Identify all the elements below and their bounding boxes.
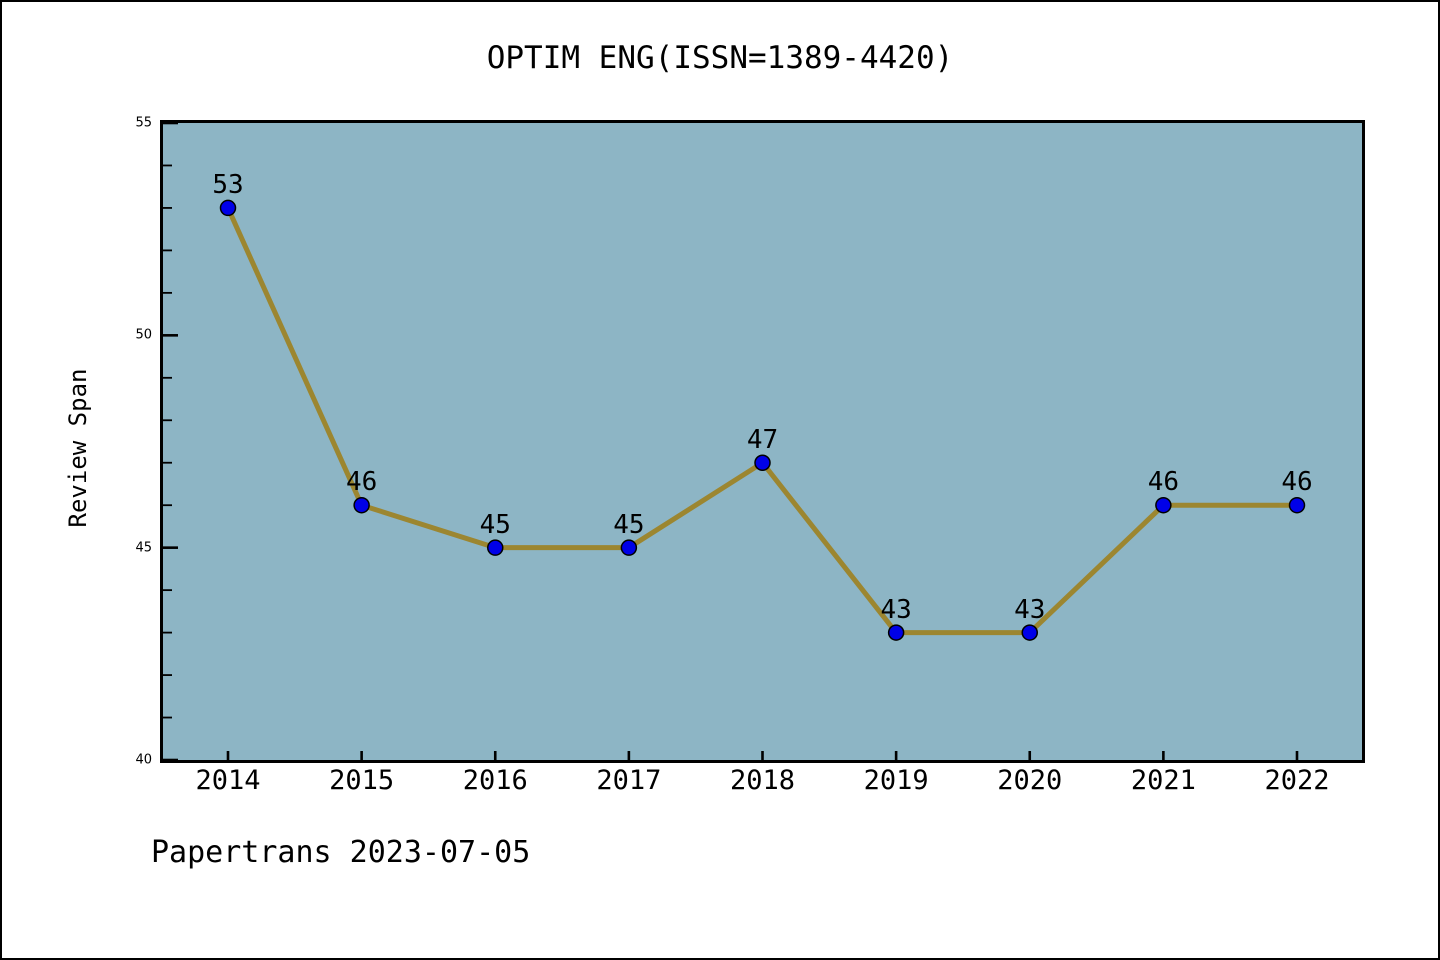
chart-title: OPTIM ENG(ISSN=1389-4420) [486, 40, 954, 76]
data-point [754, 454, 771, 471]
data-point [219, 199, 237, 217]
y-tick-label: 50 [135, 327, 152, 343]
point-value-label: 43 [880, 594, 912, 625]
data-point [1155, 496, 1172, 514]
watermark-text: Papertrans 2023-07-05 [151, 835, 531, 870]
point-value-label: 45 [479, 509, 511, 540]
point-value-label: 46 [1281, 467, 1313, 498]
point-value-label: 43 [1014, 594, 1046, 625]
data-point [1288, 496, 1306, 514]
point-value-label: 53 [212, 169, 244, 200]
x-tick-label: 2014 [195, 765, 261, 796]
data-point [353, 496, 370, 514]
y-axis-label: Review Span [64, 368, 92, 528]
point-value-label: 45 [613, 509, 645, 540]
point-value-label: 47 [746, 424, 779, 455]
x-tick-label: 2015 [329, 765, 395, 796]
plot-area: 53 46 45 45 47 43 43 46 46 [160, 120, 1365, 763]
point-value-label: 46 [345, 467, 378, 498]
x-tick-label: 2017 [596, 765, 662, 796]
data-point [1021, 624, 1038, 641]
plot-canvas [163, 123, 1306, 760]
y-tick-label: 40 [135, 752, 152, 768]
y-tick-label: 55 [135, 115, 152, 131]
x-tick-label: 2016 [462, 765, 528, 796]
data-line [225, 206, 1297, 636]
x-tick-label: 2021 [1130, 765, 1196, 796]
x-tick-label: 2019 [863, 765, 929, 796]
x-tick-label: 2022 [1264, 765, 1330, 796]
y-tick-label: 45 [135, 540, 152, 556]
point-value-label: 46 [1147, 467, 1180, 498]
x-tick-label: 2020 [997, 765, 1063, 796]
data-point [487, 539, 504, 556]
data-point [620, 539, 638, 556]
data-point [887, 624, 905, 641]
x-tick-label: 2018 [729, 765, 796, 796]
